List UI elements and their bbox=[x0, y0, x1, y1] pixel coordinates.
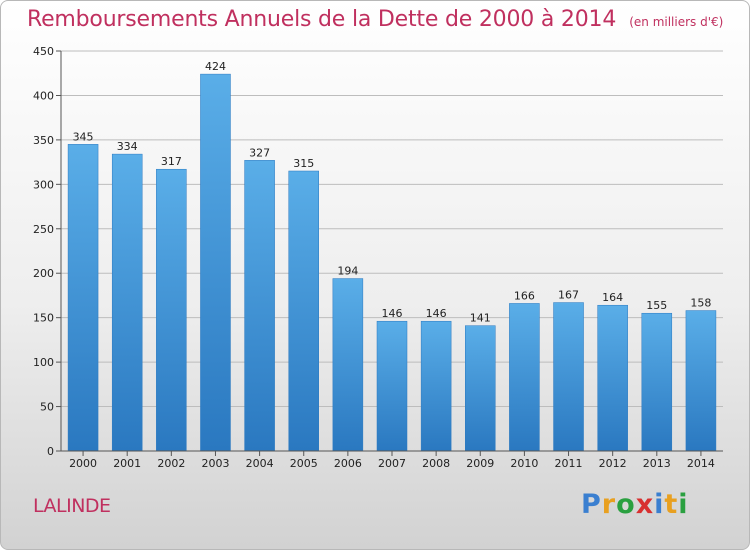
x-tick-label: 2003 bbox=[201, 457, 229, 470]
y-tick-label: 450 bbox=[33, 45, 54, 58]
y-tick-label: 150 bbox=[33, 312, 54, 325]
bar bbox=[641, 312, 673, 452]
bar bbox=[597, 304, 628, 452]
data-label: 424 bbox=[205, 60, 226, 73]
x-tick-label: 2005 bbox=[290, 457, 318, 470]
data-label: 345 bbox=[73, 130, 94, 143]
x-tick-label: 2014 bbox=[687, 457, 715, 470]
x-tick-label: 2004 bbox=[246, 457, 274, 470]
data-label: 317 bbox=[161, 155, 182, 168]
bar bbox=[332, 278, 364, 452]
proxiti-logo: Proxiti bbox=[581, 489, 689, 520]
x-tick-label: 2006 bbox=[334, 457, 362, 470]
x-tick-label: 2013 bbox=[643, 457, 671, 470]
y-tick-label: 400 bbox=[33, 89, 54, 102]
data-label: 146 bbox=[426, 307, 447, 320]
bar bbox=[376, 320, 408, 452]
data-label: 155 bbox=[646, 299, 667, 312]
data-label: 164 bbox=[602, 291, 623, 304]
x-tick-label: 2009 bbox=[466, 457, 494, 470]
bar bbox=[685, 310, 717, 452]
bar bbox=[465, 325, 496, 452]
commune-name: LALINDE bbox=[33, 495, 111, 517]
data-label: 167 bbox=[558, 289, 579, 302]
y-tick-label: 50 bbox=[40, 401, 54, 414]
bar bbox=[67, 144, 99, 452]
data-label: 146 bbox=[382, 307, 403, 320]
bar bbox=[509, 303, 540, 452]
bar bbox=[111, 153, 143, 452]
bar bbox=[288, 170, 319, 452]
x-tick-label: 2001 bbox=[113, 457, 141, 470]
x-tick-label: 2000 bbox=[69, 457, 97, 470]
y-tick-label: 100 bbox=[33, 356, 54, 369]
data-label: 334 bbox=[117, 140, 138, 153]
bars bbox=[67, 73, 717, 452]
chart-title: Remboursements Annuels de la Dette de 20… bbox=[27, 7, 723, 32]
x-tick-label: 2007 bbox=[378, 457, 406, 470]
data-label: 158 bbox=[690, 297, 711, 310]
bar bbox=[200, 73, 231, 452]
data-label: 141 bbox=[470, 312, 491, 325]
x-tick-label: 2002 bbox=[157, 457, 185, 470]
bar bbox=[156, 168, 187, 452]
x-tick-label: 2011 bbox=[555, 457, 583, 470]
bar bbox=[420, 320, 452, 452]
labels: 0 50 100 150 200 250 300 350 400 450 345 2000 334 200… bbox=[33, 45, 715, 470]
axes bbox=[56, 50, 723, 456]
data-label: 315 bbox=[293, 157, 314, 170]
data-label: 194 bbox=[337, 265, 358, 278]
y-tick-label: 0 bbox=[47, 445, 54, 458]
bar bbox=[553, 302, 584, 452]
data-label: 166 bbox=[514, 289, 535, 302]
title-text: Remboursements Annuels de la Dette de 20… bbox=[27, 7, 617, 32]
x-tick-label: 2008 bbox=[422, 457, 450, 470]
data-label: 327 bbox=[249, 146, 270, 159]
y-tick-label: 350 bbox=[33, 134, 54, 147]
x-tick-label: 2010 bbox=[510, 457, 538, 470]
bar bbox=[244, 160, 275, 452]
x-tick-label: 2012 bbox=[599, 457, 627, 470]
title-unit: (en milliers d'€) bbox=[629, 15, 724, 29]
y-tick-label: 250 bbox=[33, 223, 54, 236]
y-tick-label: 200 bbox=[33, 267, 54, 280]
y-tick-label: 300 bbox=[33, 178, 54, 191]
